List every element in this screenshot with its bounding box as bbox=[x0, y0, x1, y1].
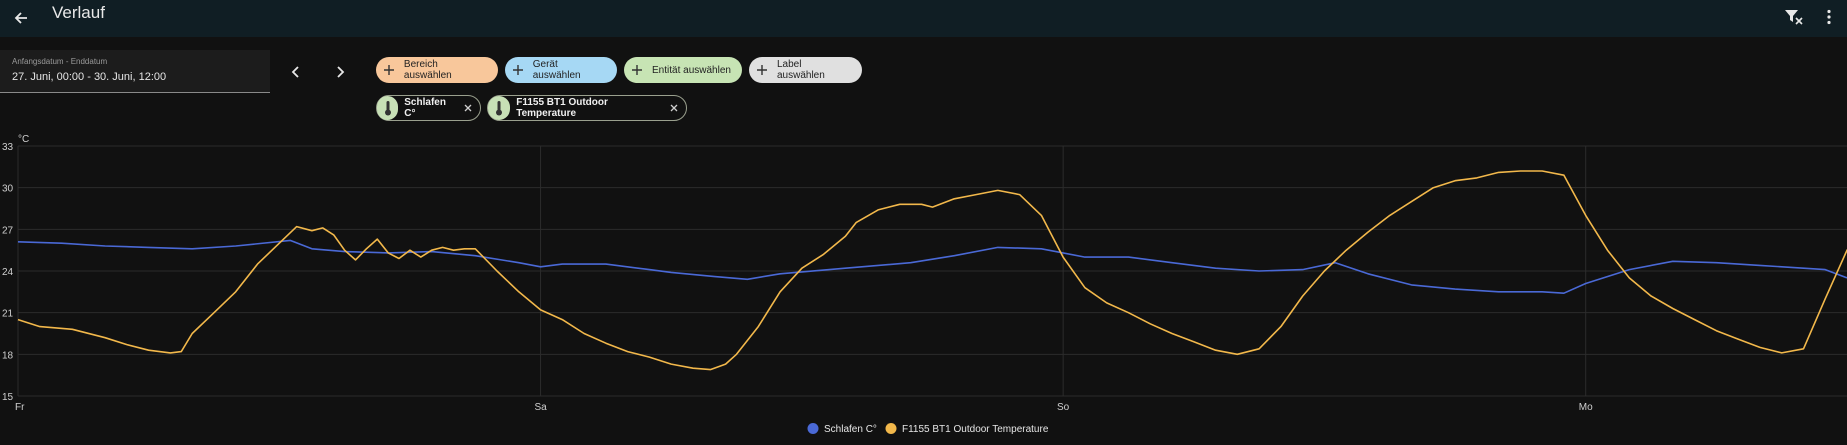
plus-icon bbox=[630, 63, 644, 77]
series-line-1 bbox=[17, 170, 1847, 371]
legend-marker bbox=[807, 423, 819, 434]
chevron-left-icon bbox=[291, 66, 299, 78]
y-tick-label: 30 bbox=[2, 184, 14, 195]
select-device-label: Gerät auswählen bbox=[532, 59, 581, 81]
y-tick-label: 27 bbox=[2, 225, 14, 236]
series-line-0 bbox=[17, 239, 1847, 294]
entity-chip-label: F1155 BT1 Outdoor Temperature bbox=[516, 97, 608, 119]
date-range-label: Anfangsdatum - Enddatum bbox=[12, 57, 108, 66]
y-tick-label: 33 bbox=[2, 142, 14, 153]
entity-chip-schlafen[interactable]: Schlafen C° bbox=[376, 95, 481, 121]
select-area-label: Bereich auswählen bbox=[403, 59, 452, 81]
remove-entity-button[interactable] bbox=[462, 101, 474, 115]
y-tick-label: 21 bbox=[2, 309, 14, 320]
filter-remove-icon bbox=[1785, 10, 1803, 25]
legend-item[interactable]: Schlafen C° bbox=[824, 424, 877, 435]
plus-icon bbox=[382, 63, 396, 77]
select-label-label: Label auswählen bbox=[776, 59, 825, 81]
thermometer-icon bbox=[377, 96, 399, 120]
select-area-chip[interactable]: Bereich auswählen bbox=[376, 57, 498, 83]
chevron-right-icon bbox=[337, 66, 345, 78]
plus-icon bbox=[755, 63, 769, 77]
overflow-menu-button[interactable] bbox=[1818, 3, 1840, 31]
date-range-value: 27. Juni, 00:00 - 30. Juni, 12:00 bbox=[12, 71, 167, 83]
legend-item[interactable]: F1155 BT1 Outdoor Temperature bbox=[902, 424, 1049, 435]
y-tick-label: 15 bbox=[2, 392, 14, 403]
clear-filter-button[interactable] bbox=[1780, 3, 1808, 31]
back-button[interactable] bbox=[6, 3, 36, 33]
page-title: Verlauf bbox=[52, 3, 105, 22]
close-icon bbox=[464, 104, 472, 112]
select-entity-label: Entität auswählen bbox=[652, 64, 731, 76]
x-tick-label: Mo bbox=[1579, 402, 1593, 413]
chart-legend[interactable]: Schlafen C° F1155 BT1 Outdoor Temperature bbox=[807, 423, 1049, 435]
x-tick-label: So bbox=[1057, 402, 1070, 413]
thermometer-icon bbox=[488, 96, 511, 120]
y-tick-label: 18 bbox=[2, 350, 14, 361]
y-axis: 33 30 27 24 21 18 15 bbox=[2, 142, 14, 403]
select-entity-chip[interactable]: Entität auswählen bbox=[624, 57, 742, 83]
arrow-left-icon bbox=[14, 12, 27, 24]
x-tick-label: Sa bbox=[534, 402, 547, 413]
entity-chip-f1155-outdoor[interactable]: F1155 BT1 Outdoor Temperature bbox=[487, 95, 687, 121]
date-range-picker[interactable]: Anfangsdatum - Enddatum 27. Juni, 00:00 … bbox=[0, 50, 270, 93]
y-axis-unit: °C bbox=[18, 134, 29, 145]
x-axis: Fr Sa So Mo bbox=[15, 402, 1593, 413]
y-tick-label: 24 bbox=[2, 267, 14, 278]
remove-entity-button[interactable] bbox=[667, 101, 680, 115]
legend-marker bbox=[885, 423, 897, 434]
history-chart[interactable]: 33 30 27 24 21 18 15 °C Fr Sa So Mo Schlafen C° F1… bbox=[0, 130, 1847, 445]
chart-grid bbox=[17, 145, 1847, 397]
top-app-bar: Verlauf bbox=[0, 0, 1847, 37]
next-period-button[interactable] bbox=[326, 58, 354, 86]
chart-series bbox=[17, 170, 1847, 371]
previous-period-button[interactable] bbox=[282, 58, 310, 86]
x-tick-label: Fr bbox=[15, 402, 25, 413]
dots-vertical-icon bbox=[1827, 9, 1831, 25]
select-device-chip[interactable]: Gerät auswählen bbox=[505, 57, 617, 83]
entity-chip-label: Schlafen C° bbox=[404, 97, 446, 119]
close-icon bbox=[670, 104, 677, 112]
plus-icon bbox=[511, 63, 525, 77]
select-label-chip[interactable]: Label auswählen bbox=[749, 57, 862, 83]
